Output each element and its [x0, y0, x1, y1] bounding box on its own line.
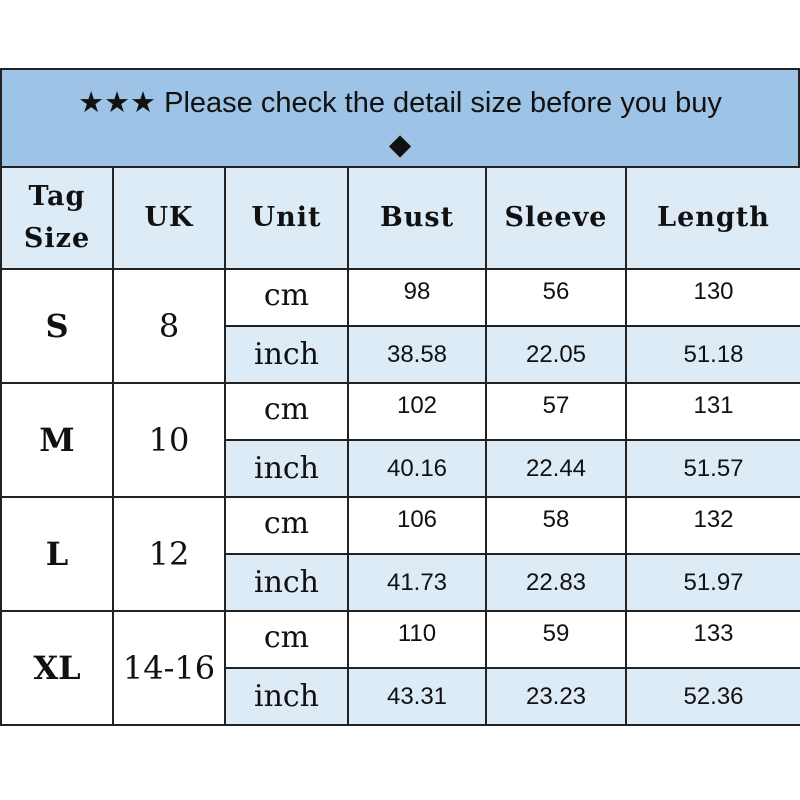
uk-size-cell: 14-16	[112, 610, 226, 726]
table-row: inch 38.58 22.05 51.18	[1, 325, 800, 384]
unit-cell: inch	[224, 325, 349, 384]
sleeve-cell: 58	[485, 496, 627, 555]
length-cell: 131	[625, 382, 800, 441]
table-row: S 8 cm 98 56 130	[0, 268, 800, 384]
length-cell: 130	[625, 268, 800, 327]
header-row: Tag Size UK Unit Bust Sleeve Length	[0, 166, 800, 270]
unit-cell: inch	[224, 667, 349, 726]
table-row: inch 43.31 23.23 52.36	[1, 667, 800, 726]
bust-cell: 98	[347, 268, 487, 327]
unit-cell: cm	[224, 496, 349, 555]
size-chart: ★★★ Please check the detail size before …	[0, 68, 800, 726]
bust-cell: 43.31	[347, 667, 487, 726]
unit-cell: cm	[224, 610, 349, 669]
sleeve-cell: 23.23	[485, 667, 627, 726]
table-row: M 10 cm 102 57 131	[0, 382, 800, 498]
tag-size-cell: M	[0, 382, 114, 498]
size-notice-banner: ★★★ Please check the detail size before …	[0, 68, 800, 166]
sleeve-cell: 22.83	[485, 553, 627, 612]
notice-text: Please check the detail size before you …	[164, 87, 722, 119]
uk-size-cell: 12	[112, 496, 226, 612]
header-uk: UK	[112, 166, 226, 270]
table-row: L 12 cm 106 58 132	[0, 496, 800, 612]
bust-cell: 40.16	[347, 439, 487, 498]
sleeve-cell: 59	[485, 610, 627, 669]
diamond-icon: ◆	[388, 129, 412, 161]
sleeve-cell: 22.05	[485, 325, 627, 384]
header-size-label: Size	[23, 223, 91, 254]
size-table: Tag Size UK Unit Bust Sleeve Length S 8 cm 9…	[0, 166, 800, 726]
unit-cell: inch	[224, 553, 349, 612]
header-tag-label: Tag	[28, 181, 86, 212]
header-unit: Unit	[224, 166, 349, 270]
length-cell: 52.36	[625, 667, 800, 726]
length-cell: 51.57	[625, 439, 800, 498]
table-row: inch 40.16 22.44 51.57	[1, 439, 800, 498]
sleeve-cell: 22.44	[485, 439, 627, 498]
length-cell: 132	[625, 496, 800, 555]
sleeve-cell: 56	[485, 268, 627, 327]
header-length: Length	[625, 166, 800, 270]
table-row: inch 41.73 22.83 51.97	[1, 553, 800, 612]
unit-cell: inch	[224, 439, 349, 498]
stars-icon: ★★★	[78, 87, 157, 119]
unit-cell: cm	[224, 382, 349, 441]
uk-size-cell: 10	[112, 382, 226, 498]
length-cell: 51.97	[625, 553, 800, 612]
uk-size-cell: 8	[112, 268, 226, 384]
header-sleeve: Sleeve	[485, 166, 627, 270]
length-cell: 133	[625, 610, 800, 669]
length-cell: 51.18	[625, 325, 800, 384]
header-tag-size: Tag Size	[0, 166, 114, 270]
table-row: XL 14-16 cm 110 59 133	[0, 610, 800, 726]
bust-cell: 102	[347, 382, 487, 441]
tag-size-cell: S	[0, 268, 114, 384]
bust-cell: 41.73	[347, 553, 487, 612]
bust-cell: 38.58	[347, 325, 487, 384]
header-bust: Bust	[347, 166, 487, 270]
tag-size-cell: XL	[0, 610, 114, 726]
sleeve-cell: 57	[485, 382, 627, 441]
unit-cell: cm	[224, 268, 349, 327]
tag-size-cell: L	[0, 496, 114, 612]
bust-cell: 106	[347, 496, 487, 555]
bust-cell: 110	[347, 610, 487, 669]
